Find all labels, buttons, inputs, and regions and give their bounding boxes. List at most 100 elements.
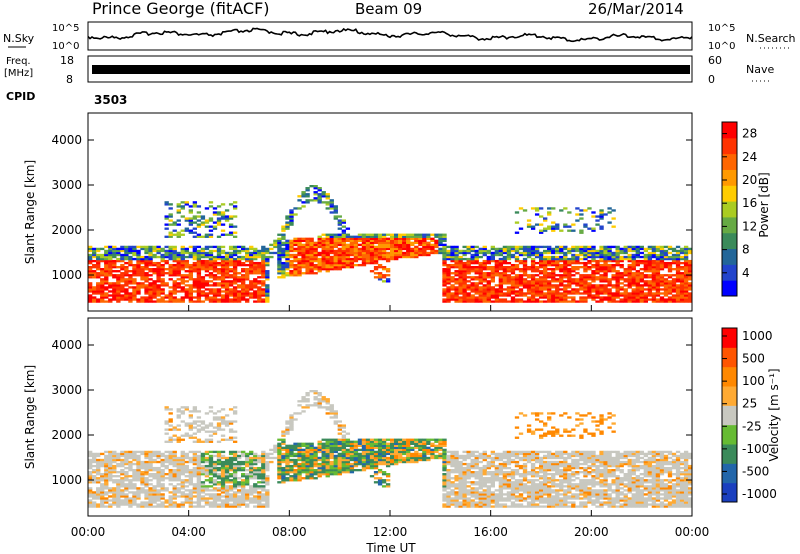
power-cell bbox=[220, 255, 226, 259]
power-cell bbox=[369, 241, 375, 245]
power-cell bbox=[104, 286, 109, 289]
power-cell bbox=[530, 261, 536, 265]
velocity-cell bbox=[305, 454, 310, 458]
velocity-cell bbox=[297, 404, 302, 407]
velocity-cell bbox=[180, 491, 185, 494]
power-cell bbox=[651, 272, 657, 275]
power-cell bbox=[518, 298, 524, 301]
velocity-cell bbox=[152, 501, 157, 504]
power-cell bbox=[164, 300, 169, 303]
power-cell bbox=[216, 290, 222, 293]
velocity-cell bbox=[220, 434, 226, 437]
power-cell bbox=[410, 247, 415, 251]
power-cell bbox=[289, 270, 294, 273]
power-cell bbox=[245, 247, 250, 251]
velocity-cell bbox=[216, 477, 222, 480]
velocity-cell bbox=[228, 505, 234, 508]
power-cell bbox=[108, 300, 113, 303]
velocity-cell bbox=[156, 471, 161, 474]
power-cell bbox=[454, 288, 459, 291]
power-cell bbox=[398, 233, 403, 236]
velocity-cell bbox=[261, 493, 266, 496]
velocity-cell bbox=[96, 505, 101, 508]
velocity-cell bbox=[216, 410, 222, 413]
power-cell bbox=[245, 251, 250, 255]
velocity-cell bbox=[236, 466, 242, 470]
power-cell bbox=[285, 215, 290, 218]
velocity-cell bbox=[212, 416, 218, 419]
power-cell bbox=[236, 272, 242, 275]
power-cell bbox=[261, 276, 266, 279]
power-cell bbox=[325, 203, 330, 206]
power-cell bbox=[398, 239, 403, 242]
velocity-cell bbox=[241, 460, 246, 464]
power-cell bbox=[112, 274, 117, 277]
power-cell bbox=[232, 215, 238, 218]
power-cell bbox=[551, 280, 556, 283]
power-cell bbox=[317, 201, 322, 204]
power-cell bbox=[293, 239, 298, 242]
sky-tick-right-top: 10^5 bbox=[708, 23, 735, 34]
velocity-cell bbox=[100, 491, 105, 494]
velocity-cell bbox=[305, 475, 310, 478]
power-cell bbox=[232, 300, 238, 303]
power-cell bbox=[228, 294, 234, 297]
power-cell bbox=[571, 282, 576, 285]
power-cell bbox=[559, 278, 564, 281]
power-cell bbox=[176, 300, 181, 303]
y-tick-label: 4000 bbox=[51, 133, 82, 147]
power-cell bbox=[160, 278, 165, 281]
power-cell bbox=[164, 249, 169, 253]
power-cell bbox=[446, 255, 451, 259]
power-cell bbox=[305, 187, 310, 190]
power-cell bbox=[253, 284, 258, 287]
velocity-cell bbox=[192, 466, 198, 470]
power-cell bbox=[502, 247, 508, 251]
power-cell bbox=[317, 199, 322, 202]
power-cell bbox=[478, 298, 483, 301]
power-cell bbox=[277, 261, 282, 265]
power-cell bbox=[591, 280, 596, 283]
power-cell bbox=[406, 241, 411, 245]
power-cell bbox=[120, 286, 125, 289]
velocity-cell bbox=[313, 390, 318, 393]
velocity-cell bbox=[297, 442, 302, 445]
power-cell bbox=[575, 245, 580, 249]
velocity-cell bbox=[212, 466, 218, 470]
power-cell bbox=[100, 290, 105, 293]
power-cell bbox=[470, 266, 475, 269]
velocity-cell bbox=[345, 468, 351, 472]
power-cell bbox=[184, 290, 189, 293]
power-cell bbox=[96, 268, 101, 271]
velocity-cell bbox=[120, 471, 125, 474]
power-cell bbox=[502, 300, 508, 303]
power-cell bbox=[305, 243, 310, 247]
velocity-cell bbox=[176, 410, 181, 413]
freq-label: Freq. bbox=[6, 56, 31, 67]
power-cell bbox=[261, 268, 266, 271]
power-cell bbox=[611, 298, 616, 301]
power-cell bbox=[88, 270, 93, 273]
power-cell bbox=[603, 280, 608, 283]
power-cell bbox=[132, 251, 137, 255]
velocity-cell bbox=[325, 452, 330, 456]
power-cell bbox=[454, 280, 459, 283]
velocity-cell bbox=[337, 438, 342, 441]
colorbar-tick-label: 16 bbox=[742, 196, 757, 210]
power-cell bbox=[204, 282, 210, 285]
power-cell bbox=[144, 263, 149, 267]
power-cell bbox=[277, 259, 282, 263]
velocity-cell bbox=[329, 440, 334, 443]
power-cell bbox=[200, 278, 206, 281]
power-cell bbox=[192, 290, 198, 293]
power-cell bbox=[216, 247, 222, 251]
power-cell bbox=[104, 294, 109, 297]
power-cell bbox=[136, 284, 141, 287]
power-cell bbox=[571, 257, 576, 261]
power-cell bbox=[208, 274, 214, 277]
power-cell bbox=[132, 280, 137, 283]
power-cell bbox=[462, 296, 467, 299]
velocity-cell bbox=[180, 501, 185, 504]
velocity-cell bbox=[88, 471, 93, 474]
power-cell bbox=[180, 300, 185, 303]
